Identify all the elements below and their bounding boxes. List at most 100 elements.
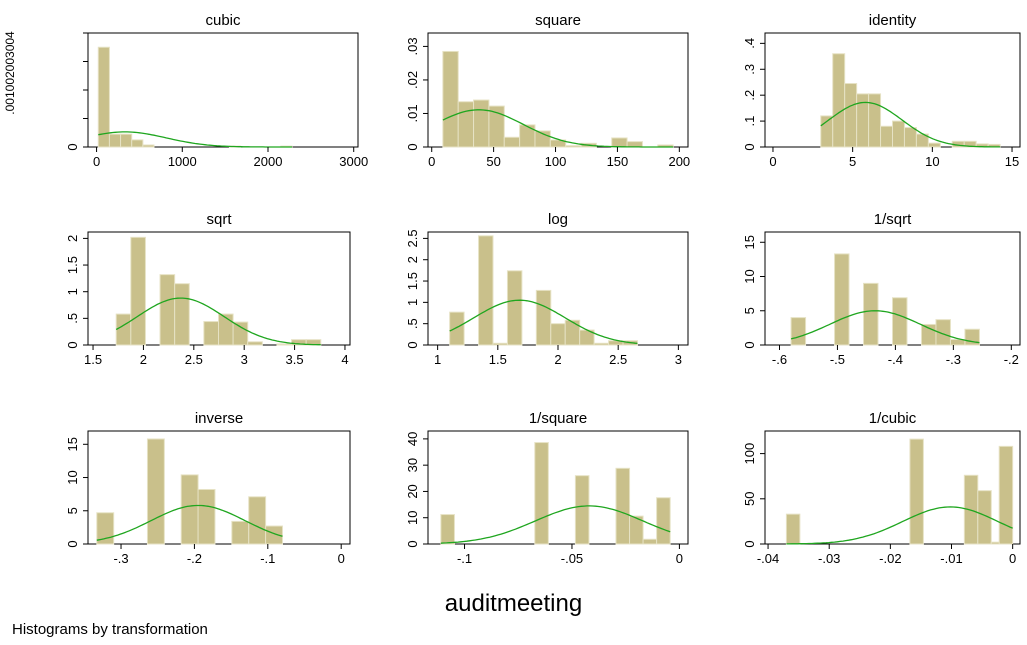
x-tick-label: 3 <box>241 352 248 367</box>
normal-density-curve <box>790 310 980 344</box>
histogram-bar <box>146 438 165 545</box>
y-tick-label: 0 <box>65 540 80 547</box>
x-tick-label: 3000 <box>339 154 368 169</box>
x-tick-label: 2 <box>554 352 561 367</box>
y-tick-label: 0 <box>405 540 420 547</box>
y-tick-label: 0 <box>405 341 420 348</box>
histogram-bar <box>131 139 144 148</box>
histogram-bar <box>108 133 122 148</box>
panel-title: square <box>535 12 581 29</box>
plot-frame <box>427 430 689 545</box>
x-tick-label: 0 <box>1009 551 1016 566</box>
normal-density-curve <box>440 505 671 544</box>
y-tick-label: 0 <box>742 341 757 348</box>
y-tick-label: 5 <box>65 507 80 514</box>
y-tick-label: 1.5 <box>405 272 420 290</box>
x-tick-label: 0 <box>676 551 683 566</box>
y-tick-label: .03 <box>405 37 420 55</box>
panel-inv-sqrt: 1/sqrt -.6 -.5 -.4 -.3 -.2 0 5 10 15 <box>742 211 1021 367</box>
y-tick-label: 10 <box>65 470 80 484</box>
y-tick-label: 0 <box>742 143 757 150</box>
histogram-bar <box>217 313 234 346</box>
panel-inv-square: 1/square -.1 -.05 0 0 10 20 30 40 <box>405 410 689 566</box>
y-tick-label: 1 <box>65 288 80 295</box>
x-tick-label: -.4 <box>888 352 903 367</box>
x-tick-label: -.02 <box>879 551 901 566</box>
x-tick-label: 15 <box>1005 154 1019 169</box>
x-tick-label: -.1 <box>260 551 275 566</box>
histogram-bar <box>96 512 115 545</box>
histogram-bar <box>203 321 219 346</box>
x-tick-label: 2 <box>140 352 147 367</box>
histogram-bar <box>863 282 879 346</box>
y-tick-label: 0 <box>742 540 757 547</box>
y-tick-label: 2.5 <box>405 229 420 247</box>
histogram-bar <box>247 341 263 346</box>
y-tick-label: .2 <box>742 90 757 101</box>
y-tick-label: .001002003004 <box>3 31 17 115</box>
x-tick-label: 5 <box>849 154 856 169</box>
histogram-bar <box>503 136 521 148</box>
y-tick-label: .5 <box>65 313 80 324</box>
normal-density-curve <box>442 109 674 148</box>
histogram-bar <box>785 513 801 545</box>
x-tick-label: 50 <box>486 154 500 169</box>
panel-title: 1/sqrt <box>874 211 912 228</box>
x-tick-label: 2.5 <box>609 352 627 367</box>
histogram-bar <box>97 46 110 148</box>
histogram-bar <box>892 120 905 148</box>
y-tick-label: .01 <box>405 104 420 122</box>
x-tick-label: 100 <box>545 154 567 169</box>
panel-title: sqrt <box>206 211 232 228</box>
histogram-bar <box>892 297 908 346</box>
y-tick-label: 15 <box>742 235 757 249</box>
panel-title: 1/square <box>529 410 587 427</box>
y-tick-label: 0 <box>65 341 80 348</box>
histogram-bar <box>142 144 155 148</box>
normal-density-curve <box>98 131 292 148</box>
histogram-bar <box>574 475 590 545</box>
histogram-bar <box>593 342 610 346</box>
histogram-bar <box>197 488 216 545</box>
histogram-bar <box>519 124 536 148</box>
y-tick-label: 40 <box>405 432 420 446</box>
histogram-bar <box>232 321 249 346</box>
y-tick-label: 2 <box>65 235 80 242</box>
y-tick-label: 10 <box>405 510 420 524</box>
normal-density-curve <box>96 504 283 541</box>
panel-title: inverse <box>195 410 243 427</box>
panel-square: square 0 50 100 150 200 0 .01 .02 .03 <box>405 12 690 169</box>
y-tick-label: 20 <box>405 484 420 498</box>
histogram-bar <box>492 342 508 346</box>
normal-density-curve <box>115 297 321 346</box>
histogram-bar <box>248 496 267 545</box>
x-tick-label: 0 <box>769 154 776 169</box>
histogram-bar <box>820 115 834 148</box>
x-tick-label: 3.5 <box>286 352 304 367</box>
panel-log: log 1 1.5 2 2.5 3 0 .5 1 1.5 2 2.5 <box>405 211 689 367</box>
y-tick-label: 30 <box>405 458 420 472</box>
histogram-bar <box>115 313 132 346</box>
histogram-bar <box>550 323 566 346</box>
histogram-bar <box>790 317 807 346</box>
histogram-bar <box>868 93 882 148</box>
histogram-bar <box>935 319 951 346</box>
normal-density-curve <box>786 506 1013 545</box>
histogram-bar <box>611 137 628 148</box>
panel-identity: identity 0 5 10 15 0 .1 .2 .3 .4 <box>742 12 1021 169</box>
histogram-bar <box>564 319 581 346</box>
x-tick-label: -.01 <box>940 551 962 566</box>
y-tick-label: .5 <box>405 318 420 329</box>
x-tick-label: 1.5 <box>84 352 102 367</box>
y-tick-label: .1 <box>742 116 757 127</box>
histogram-bar <box>488 105 505 148</box>
histogram-bar <box>449 311 465 346</box>
panel-title: log <box>548 211 568 228</box>
normal-density-curve <box>820 101 1001 148</box>
histogram-bar <box>642 538 658 545</box>
histogram-bar <box>534 442 549 545</box>
x-tick-label: -.6 <box>772 352 787 367</box>
x-tick-label: 0 <box>338 551 345 566</box>
y-tick-label: 10 <box>742 269 757 283</box>
